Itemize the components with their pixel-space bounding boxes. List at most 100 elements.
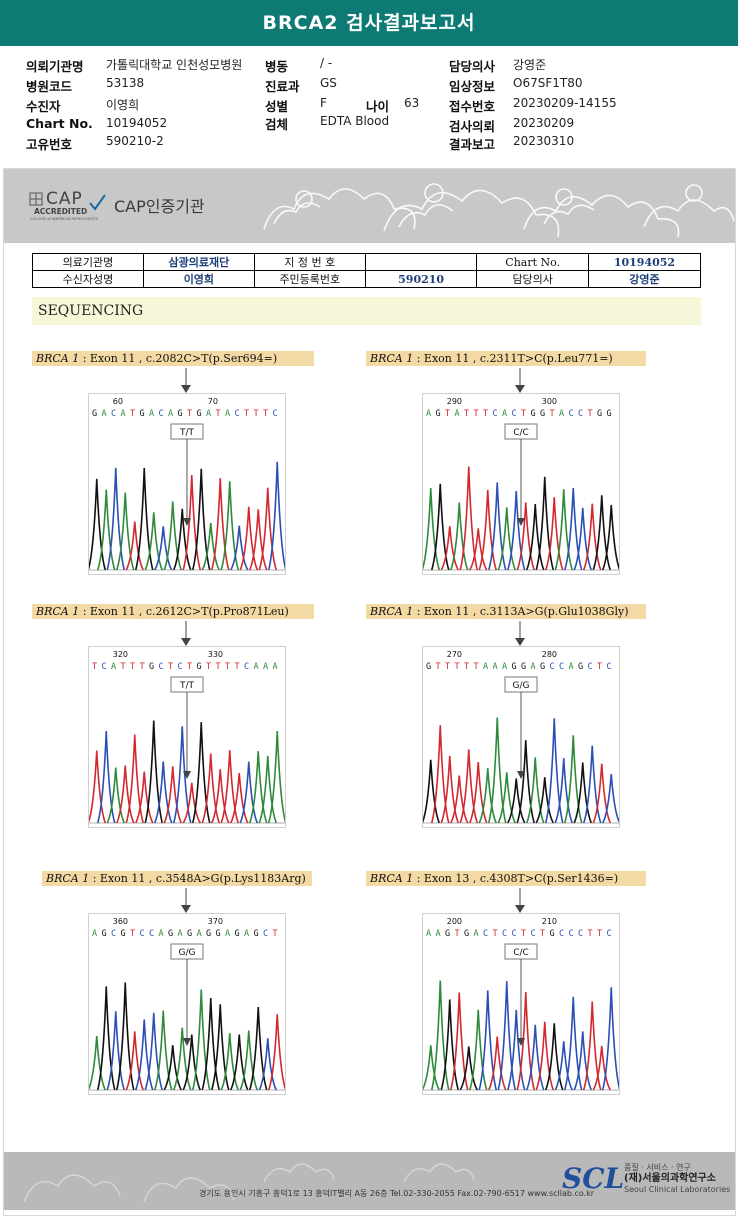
base-call: A: [254, 662, 259, 672]
trace-peak: [592, 495, 612, 571]
trace-peak: [134, 1019, 154, 1091]
sequence-panel: BRCA 1 : Exon 11 , c.2612C>T(p.Pro871Leu…: [32, 604, 332, 828]
base-call: C: [550, 662, 555, 672]
trace-peak: [554, 758, 574, 824]
info-value: 20230209: [513, 116, 575, 130]
trace-peak: [125, 521, 145, 571]
trace-peak: [248, 751, 268, 824]
trace-peak: [163, 1045, 183, 1091]
base-call: T: [455, 929, 460, 939]
trace-peak: [468, 761, 488, 824]
trace-peak: [601, 987, 619, 1091]
trace-peak: [440, 999, 460, 1091]
info-label: 병원코드: [26, 79, 73, 94]
chromatogram: 320 330 T C A T T T G C T C T G T T T T C A A A T/T: [88, 646, 286, 828]
trace-peak: [182, 1034, 202, 1091]
position-label: 200: [447, 917, 462, 926]
footer: 경기도 용인시 기흥구 흥덕1로 13 흥덕IT밸리 A동 26층 Tel.02…: [4, 1152, 735, 1210]
trace-peak: [544, 718, 564, 824]
base-call: T: [121, 662, 126, 672]
trace-peak: [592, 1045, 612, 1091]
base-call: T: [588, 929, 593, 939]
info-label: 나이: [366, 99, 390, 114]
trace-peak: [229, 525, 249, 571]
chromatogram: 200 210 A A G T G A C T C C T C T G C C C T T C C/C: [422, 913, 620, 1095]
table-cell: 의료기관명: [32, 253, 144, 271]
trace-peak: [229, 1034, 249, 1091]
gene-name: BRCA 1: [36, 605, 80, 618]
base-call: A: [159, 929, 164, 939]
genotype-call: G/G: [513, 681, 530, 691]
sequence-panel: BRCA 1 : Exon 11 , c.3548A>G(p.Lys1183Ar…: [42, 871, 342, 1095]
info-label: 검체: [265, 117, 289, 132]
cloud-pattern-decoration: [263, 183, 735, 238]
genotype-call: C/C: [513, 428, 529, 438]
info-value: GS: [320, 76, 337, 90]
info-label: 접수번호: [449, 99, 496, 114]
arrow-down-icon: [517, 771, 525, 779]
position-label: 360: [113, 917, 128, 926]
trace-peak: [239, 761, 259, 824]
trace-peak: [535, 1021, 555, 1091]
base-call: C: [493, 409, 498, 419]
base-call: T: [597, 662, 602, 672]
base-call: A: [168, 409, 173, 419]
variant-label: BRCA 1 : Exon 11 , c.3113A>G(p.Glu1038Gl…: [366, 604, 646, 619]
gene-name: BRCA 1: [370, 352, 414, 365]
base-call: A: [474, 929, 479, 939]
trace-peak: [115, 765, 135, 824]
base-call: T: [130, 409, 135, 419]
trace-peak: [487, 1036, 507, 1091]
info-label: 담당의사: [449, 59, 496, 74]
base-call: T: [464, 409, 469, 419]
trace-peak: [210, 769, 230, 824]
trace-peak: [449, 502, 469, 571]
variant-label: BRCA 1 : Exon 11 , c.2612C>T(p.Pro871Leu…: [32, 604, 314, 619]
base-call: T: [540, 929, 545, 939]
base-call: C: [140, 929, 145, 939]
base-call: T: [254, 409, 259, 419]
base-call: G: [531, 409, 536, 419]
base-call: T: [436, 662, 441, 672]
sequence-panel: BRCA 1 : Exon 13 , c.4308T>C(p.Ser1436=)…: [366, 871, 666, 1095]
trace-peak: [497, 772, 517, 824]
trace-peak: [506, 490, 526, 571]
base-call: A: [225, 929, 230, 939]
trace-peak: [525, 1024, 545, 1091]
trace-peak: [516, 502, 536, 571]
base-call: A: [455, 409, 460, 419]
position-label: 320: [113, 650, 128, 659]
cap-logo-sub: ACCREDITED: [34, 207, 88, 216]
trace-peak: [544, 497, 564, 571]
trace-peak: [258, 755, 278, 824]
trace-peak: [469, 528, 488, 571]
base-call: G: [178, 409, 183, 419]
base-call: T: [187, 409, 192, 419]
info-value: 10194052: [106, 116, 168, 130]
trace-peak: [525, 503, 545, 571]
info-value: / -: [320, 56, 333, 70]
chromatogram: 360 370 A G C G T C C A G A G A G G A G A G C T G/G: [88, 913, 286, 1095]
report-title: BRCA2 검사결과보고서: [0, 0, 738, 46]
trace-peak: [430, 725, 450, 824]
base-call: T: [455, 662, 460, 672]
base-call: T: [235, 662, 240, 672]
variant-label: BRCA 1 : Exon 11 , c.2082C>T(p.Ser694=): [32, 351, 314, 366]
info-label: 병동: [265, 59, 289, 74]
base-call: T: [168, 662, 173, 672]
base-call: G: [550, 929, 555, 939]
trace-peak: [125, 1031, 145, 1091]
base-call: A: [225, 409, 230, 419]
trace-peak: [582, 745, 602, 824]
base-call: A: [273, 662, 278, 672]
arrow-down-icon: [181, 368, 191, 393]
trace-peak: [144, 1012, 164, 1091]
base-call: G: [235, 929, 240, 939]
trace-peak: [516, 740, 536, 824]
table-cell: 수신자성명: [32, 270, 144, 288]
variant-text: : Exon 11 , c.2311T>C(p.Leu771=): [413, 352, 613, 365]
trace-peak: [172, 508, 192, 571]
